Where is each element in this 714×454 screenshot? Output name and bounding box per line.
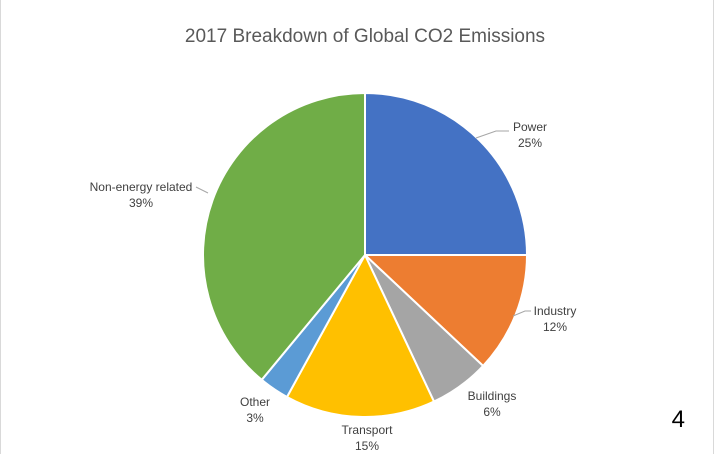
pie-slice-non-energy-related <box>202 91 366 382</box>
slice-category-label: Power <box>513 120 547 134</box>
page-number: 4 <box>671 406 685 433</box>
slice-value-label: 15% <box>355 439 379 453</box>
slice-value-label: 39% <box>129 196 153 210</box>
slice-category-label: Buildings <box>468 389 517 403</box>
slice-category-label: Transport <box>342 423 394 437</box>
slice-category-label: Industry <box>534 304 577 318</box>
leader-line <box>475 130 509 139</box>
slice-value-label: 6% <box>483 405 501 419</box>
leader-line <box>195 186 209 194</box>
leader-lines <box>195 130 531 317</box>
slice-labels: Power 25% Industry 12% Buildings 6% Transport 1… <box>90 120 577 453</box>
leader-line <box>512 310 531 317</box>
chart-title: 2017 Breakdown of Global CO2 Emissions <box>185 26 545 47</box>
slice-value-label: 3% <box>246 411 264 425</box>
slice-value-label: 12% <box>543 320 567 334</box>
pie-slice-transport <box>285 252 436 418</box>
slice-category-label: Other <box>240 395 270 409</box>
pie-slices <box>202 91 529 418</box>
slice-category-label: Non-energy related <box>90 180 193 194</box>
pie-slice-power <box>364 91 529 256</box>
slice-value-label: 25% <box>518 136 542 150</box>
